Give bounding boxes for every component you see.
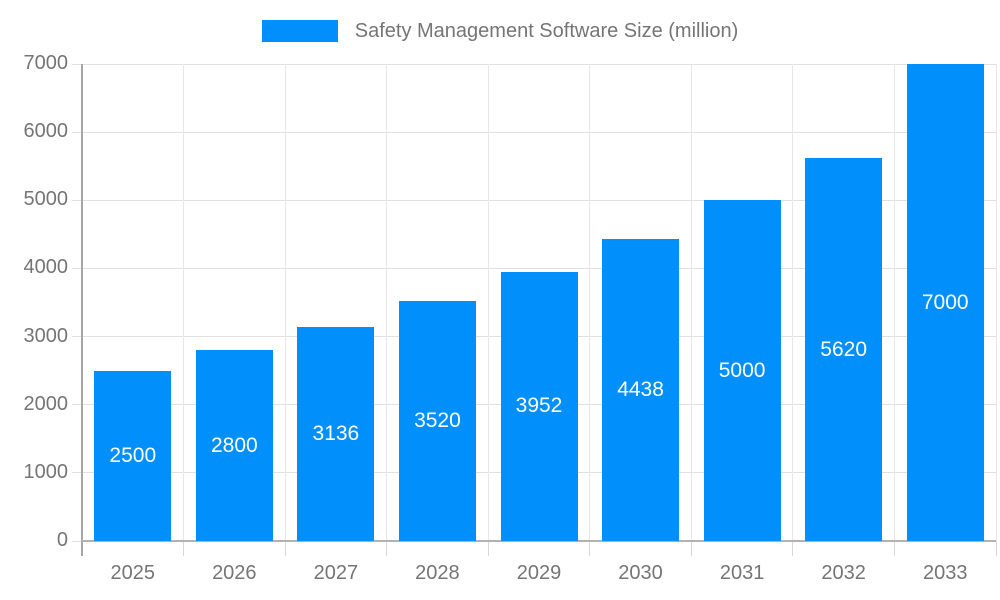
y-axis-label: 2000 (23, 392, 69, 415)
bar-value-label: 4438 (617, 377, 664, 401)
y-axis-tick (72, 336, 82, 338)
x-axis-label: 2031 (719, 562, 765, 584)
x-axis-tick (995, 541, 997, 556)
bar-value-label: 3136 (312, 422, 360, 446)
x-axis-tick (589, 541, 591, 556)
bar[interactable] (500, 271, 578, 541)
y-axis-tick (72, 404, 82, 406)
y-axis-label: 4000 (23, 256, 69, 279)
y-gridline (82, 267, 996, 269)
bar[interactable] (703, 200, 781, 541)
y-axis-label: 6000 (23, 120, 69, 143)
x-gridline (690, 64, 692, 541)
x-gridline (792, 64, 794, 541)
x-axis-label: 2027 (313, 562, 359, 584)
legend-label: Safety Management Software Size (million… (354, 19, 739, 42)
y-gridline (82, 63, 996, 65)
y-axis-tick (72, 472, 82, 474)
y-axis-tick (72, 540, 82, 542)
legend[interactable]: Safety Management Software Size (million… (0, 18, 1000, 44)
x-axis-line (82, 540, 996, 542)
y-axis-label: 3000 (23, 324, 69, 347)
bar[interactable] (297, 327, 375, 541)
y-axis-label: 7000 (23, 52, 69, 74)
bar[interactable] (398, 301, 476, 541)
bar-value-label: 5620 (820, 337, 868, 361)
x-axis-label: 2026 (212, 562, 257, 584)
y-gridline (82, 199, 996, 201)
x-axis-tick (386, 541, 388, 556)
bar-value-label: 3520 (414, 409, 461, 433)
y-axis-label: 5000 (23, 188, 69, 211)
bar[interactable] (602, 238, 680, 541)
bar-value-label: 7000 (921, 290, 969, 314)
bar[interactable] (94, 370, 172, 541)
x-gridline (284, 64, 286, 541)
x-gridline (183, 64, 185, 541)
bar-value-label: 2500 (109, 443, 157, 467)
x-axis-label: 2032 (821, 562, 866, 584)
x-gridline (589, 64, 591, 541)
x-gridline (893, 64, 895, 541)
x-axis-tick (284, 541, 286, 556)
x-gridline (386, 64, 388, 541)
y-axis-tick (72, 267, 82, 269)
bar-value-label: 5000 (718, 358, 766, 382)
y-gridline (82, 131, 996, 133)
x-axis-tick (792, 541, 794, 556)
bar[interactable] (906, 64, 984, 541)
x-axis-tick (893, 541, 895, 556)
x-axis-tick (690, 541, 692, 556)
y-axis-label: 1000 (23, 460, 69, 483)
x-axis-label: 2029 (516, 562, 562, 584)
bar[interactable] (195, 350, 273, 541)
x-gridline (487, 64, 489, 541)
x-gridline (995, 64, 997, 541)
bar-value-label: 3952 (515, 394, 563, 418)
bar-value-label: 2800 (210, 433, 258, 457)
x-axis-label: 2030 (618, 562, 663, 584)
y-axis-tick (72, 63, 82, 65)
y-axis-tick (72, 199, 82, 201)
x-axis-label: 2028 (415, 562, 460, 584)
x-axis-label: 2025 (110, 562, 156, 584)
bar[interactable] (805, 158, 883, 541)
y-axis-tick (72, 131, 82, 133)
x-axis-tick (183, 541, 185, 556)
x-axis-tick (487, 541, 489, 556)
y-axis-label: 0 (56, 529, 68, 551)
x-axis-label: 2033 (922, 562, 968, 584)
y-axis-line (81, 64, 83, 556)
legend-swatch (261, 20, 338, 42)
